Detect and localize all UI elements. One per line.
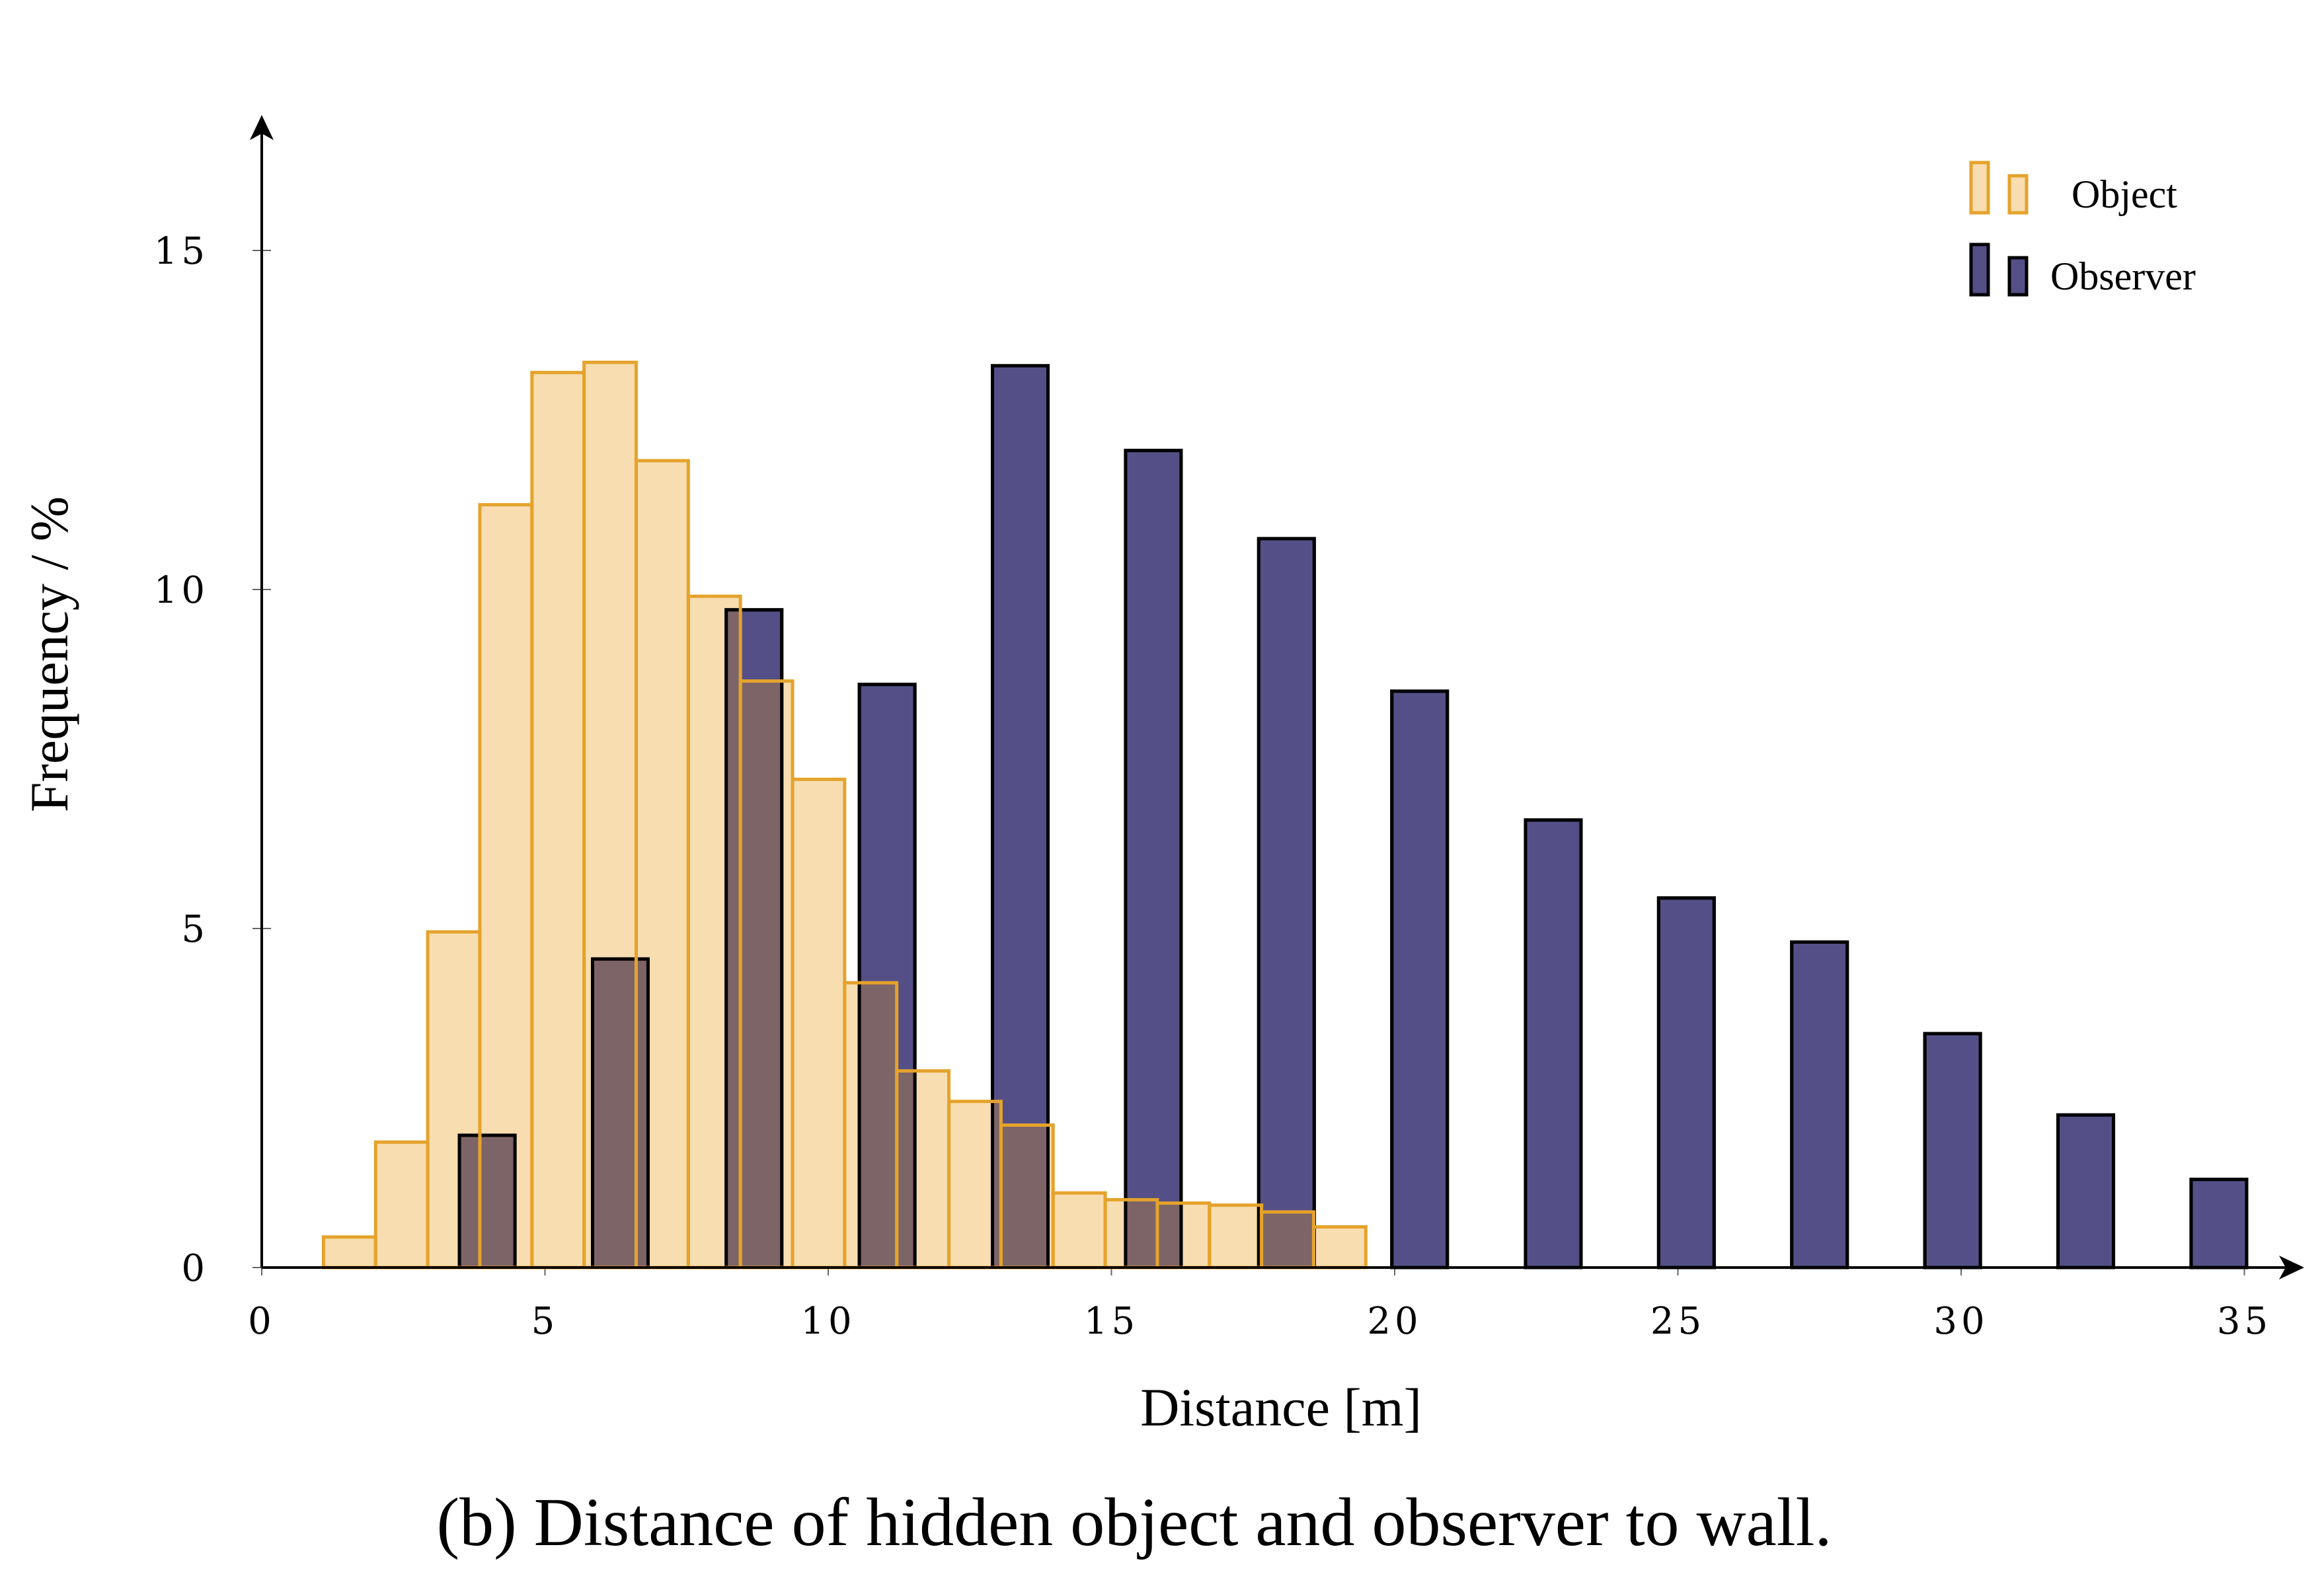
x-axis-title: Distance [m] bbox=[1140, 1377, 1422, 1437]
legend-observer-swatch-2 bbox=[2007, 256, 2029, 297]
x-tick-label: 35 bbox=[2217, 1300, 2272, 1343]
x-tick-label: 5 bbox=[531, 1300, 559, 1343]
overlap-segment bbox=[1261, 1211, 1314, 1268]
y-axis-arrowhead bbox=[250, 115, 274, 140]
overlap-segment bbox=[1125, 1199, 1157, 1268]
object-bar bbox=[1313, 1227, 1366, 1268]
observer-bar bbox=[1257, 537, 1316, 1270]
observer-bar bbox=[1390, 689, 1450, 1270]
y-tick-label: 5 bbox=[181, 908, 209, 951]
x-tick-label: 15 bbox=[1084, 1300, 1139, 1343]
x-axis-arrowhead bbox=[2279, 1256, 2304, 1279]
overlap-segment bbox=[592, 959, 637, 1268]
x-tick-label: 30 bbox=[1933, 1300, 1988, 1343]
observer-bar bbox=[2189, 1178, 2249, 1270]
overlap-segment bbox=[740, 681, 782, 1268]
overlap-segment bbox=[859, 983, 897, 1268]
observer-bar bbox=[1656, 896, 1716, 1270]
observer-bar bbox=[1124, 449, 1183, 1270]
overlap-segment bbox=[726, 609, 741, 1268]
object-bar bbox=[1053, 1193, 1106, 1268]
object-bar bbox=[793, 779, 845, 1268]
y-axis-title: Frequency / % bbox=[19, 496, 79, 812]
object-bar bbox=[375, 1142, 428, 1268]
legend-object-label: Object bbox=[2072, 172, 2177, 216]
tick-labels: 0 5 10 15 20 25 30 35 0 5 10 15 bbox=[154, 230, 2272, 1343]
x-tick-label: 20 bbox=[1367, 1300, 1422, 1343]
figure-caption: (b) Distance of hidden object and observ… bbox=[436, 1484, 1832, 1560]
legend: Object Observer bbox=[1969, 161, 2196, 298]
legend-observer-label: Observer bbox=[2050, 254, 2196, 298]
object-series-outline bbox=[321, 360, 1368, 1270]
object-bar bbox=[1209, 1205, 1262, 1268]
observer-bar bbox=[1790, 940, 1849, 1270]
x-tick-label: 10 bbox=[800, 1300, 855, 1343]
y-tick-label: 10 bbox=[154, 569, 209, 612]
y-tick-label: 0 bbox=[181, 1247, 209, 1290]
x-tick-label: 25 bbox=[1650, 1300, 1705, 1343]
x-tick-label: 0 bbox=[248, 1300, 276, 1343]
object-bar bbox=[531, 372, 584, 1268]
overlap-segment bbox=[459, 1135, 480, 1268]
overlap-segment bbox=[479, 1135, 516, 1268]
axes bbox=[250, 115, 2304, 1279]
overlap-segment bbox=[992, 1101, 1001, 1268]
observer-bar bbox=[2056, 1113, 2116, 1270]
overlap-segment bbox=[896, 1071, 915, 1268]
overlap-segment bbox=[1157, 1203, 1181, 1268]
observer-bar bbox=[1923, 1032, 1982, 1270]
object-bar bbox=[323, 1236, 376, 1268]
legend-object-swatch-1 bbox=[1969, 161, 1990, 215]
legend-observer-swatch-1 bbox=[1969, 243, 1990, 297]
legend-object-swatch-2 bbox=[2007, 174, 2029, 215]
overlap-segment bbox=[636, 959, 648, 1268]
overlap-segment bbox=[1001, 1125, 1048, 1268]
y-tick-label: 15 bbox=[154, 230, 209, 273]
observer-bar bbox=[1524, 818, 1583, 1270]
